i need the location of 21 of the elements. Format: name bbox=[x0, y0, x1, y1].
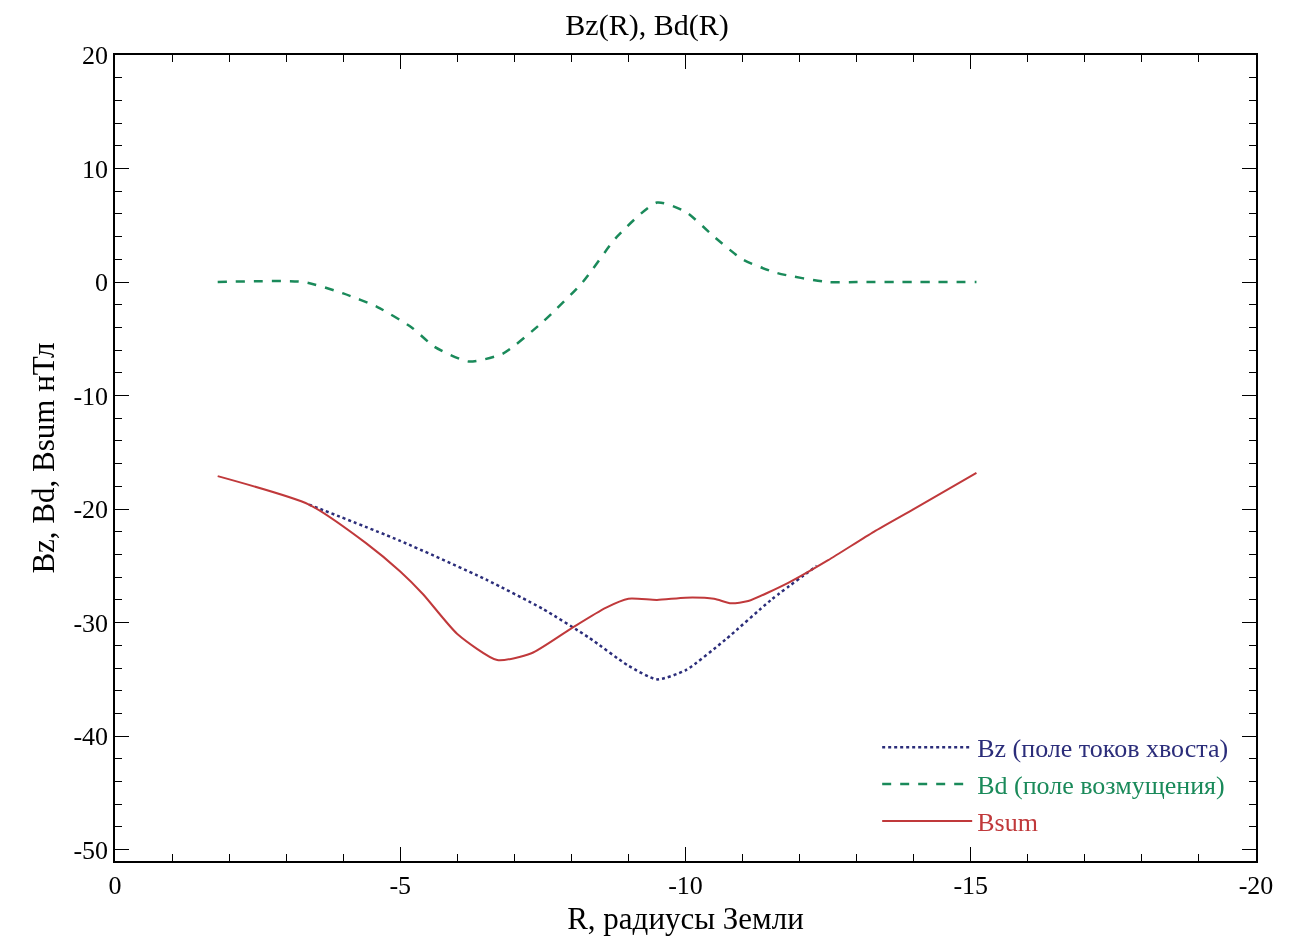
legend-label: Bd (поле возмущения) bbox=[977, 771, 1225, 801]
y-tick-label: -20 bbox=[73, 495, 109, 525]
legend-label: Bsum bbox=[977, 808, 1038, 838]
x-axis-title: R, радиусы Земли bbox=[567, 900, 804, 936]
y-tick-label: -30 bbox=[73, 608, 109, 638]
x-tick-label: -5 bbox=[389, 870, 412, 900]
y-tick-label: -50 bbox=[73, 835, 109, 865]
x-tick-label: -20 bbox=[1238, 870, 1274, 900]
legend-label: Bz (поле токов хвоста) bbox=[977, 734, 1229, 764]
y-tick-label: 0 bbox=[95, 268, 109, 298]
y-axis-title: Bz, Bd, Bsum нТл bbox=[25, 342, 61, 574]
y-tick-label: 20 bbox=[82, 41, 109, 71]
y-tick-label: 10 bbox=[82, 154, 109, 184]
line-series bbox=[216, 471, 978, 662]
line-series bbox=[307, 503, 818, 681]
line-series bbox=[216, 201, 978, 363]
x-tick-label: -15 bbox=[953, 870, 989, 900]
x-tick-label: -10 bbox=[668, 870, 703, 900]
chart-title: Bz(R), Bd(R) bbox=[565, 8, 729, 43]
y-tick-label: -40 bbox=[73, 722, 109, 752]
y-tick-label: -10 bbox=[73, 381, 109, 411]
